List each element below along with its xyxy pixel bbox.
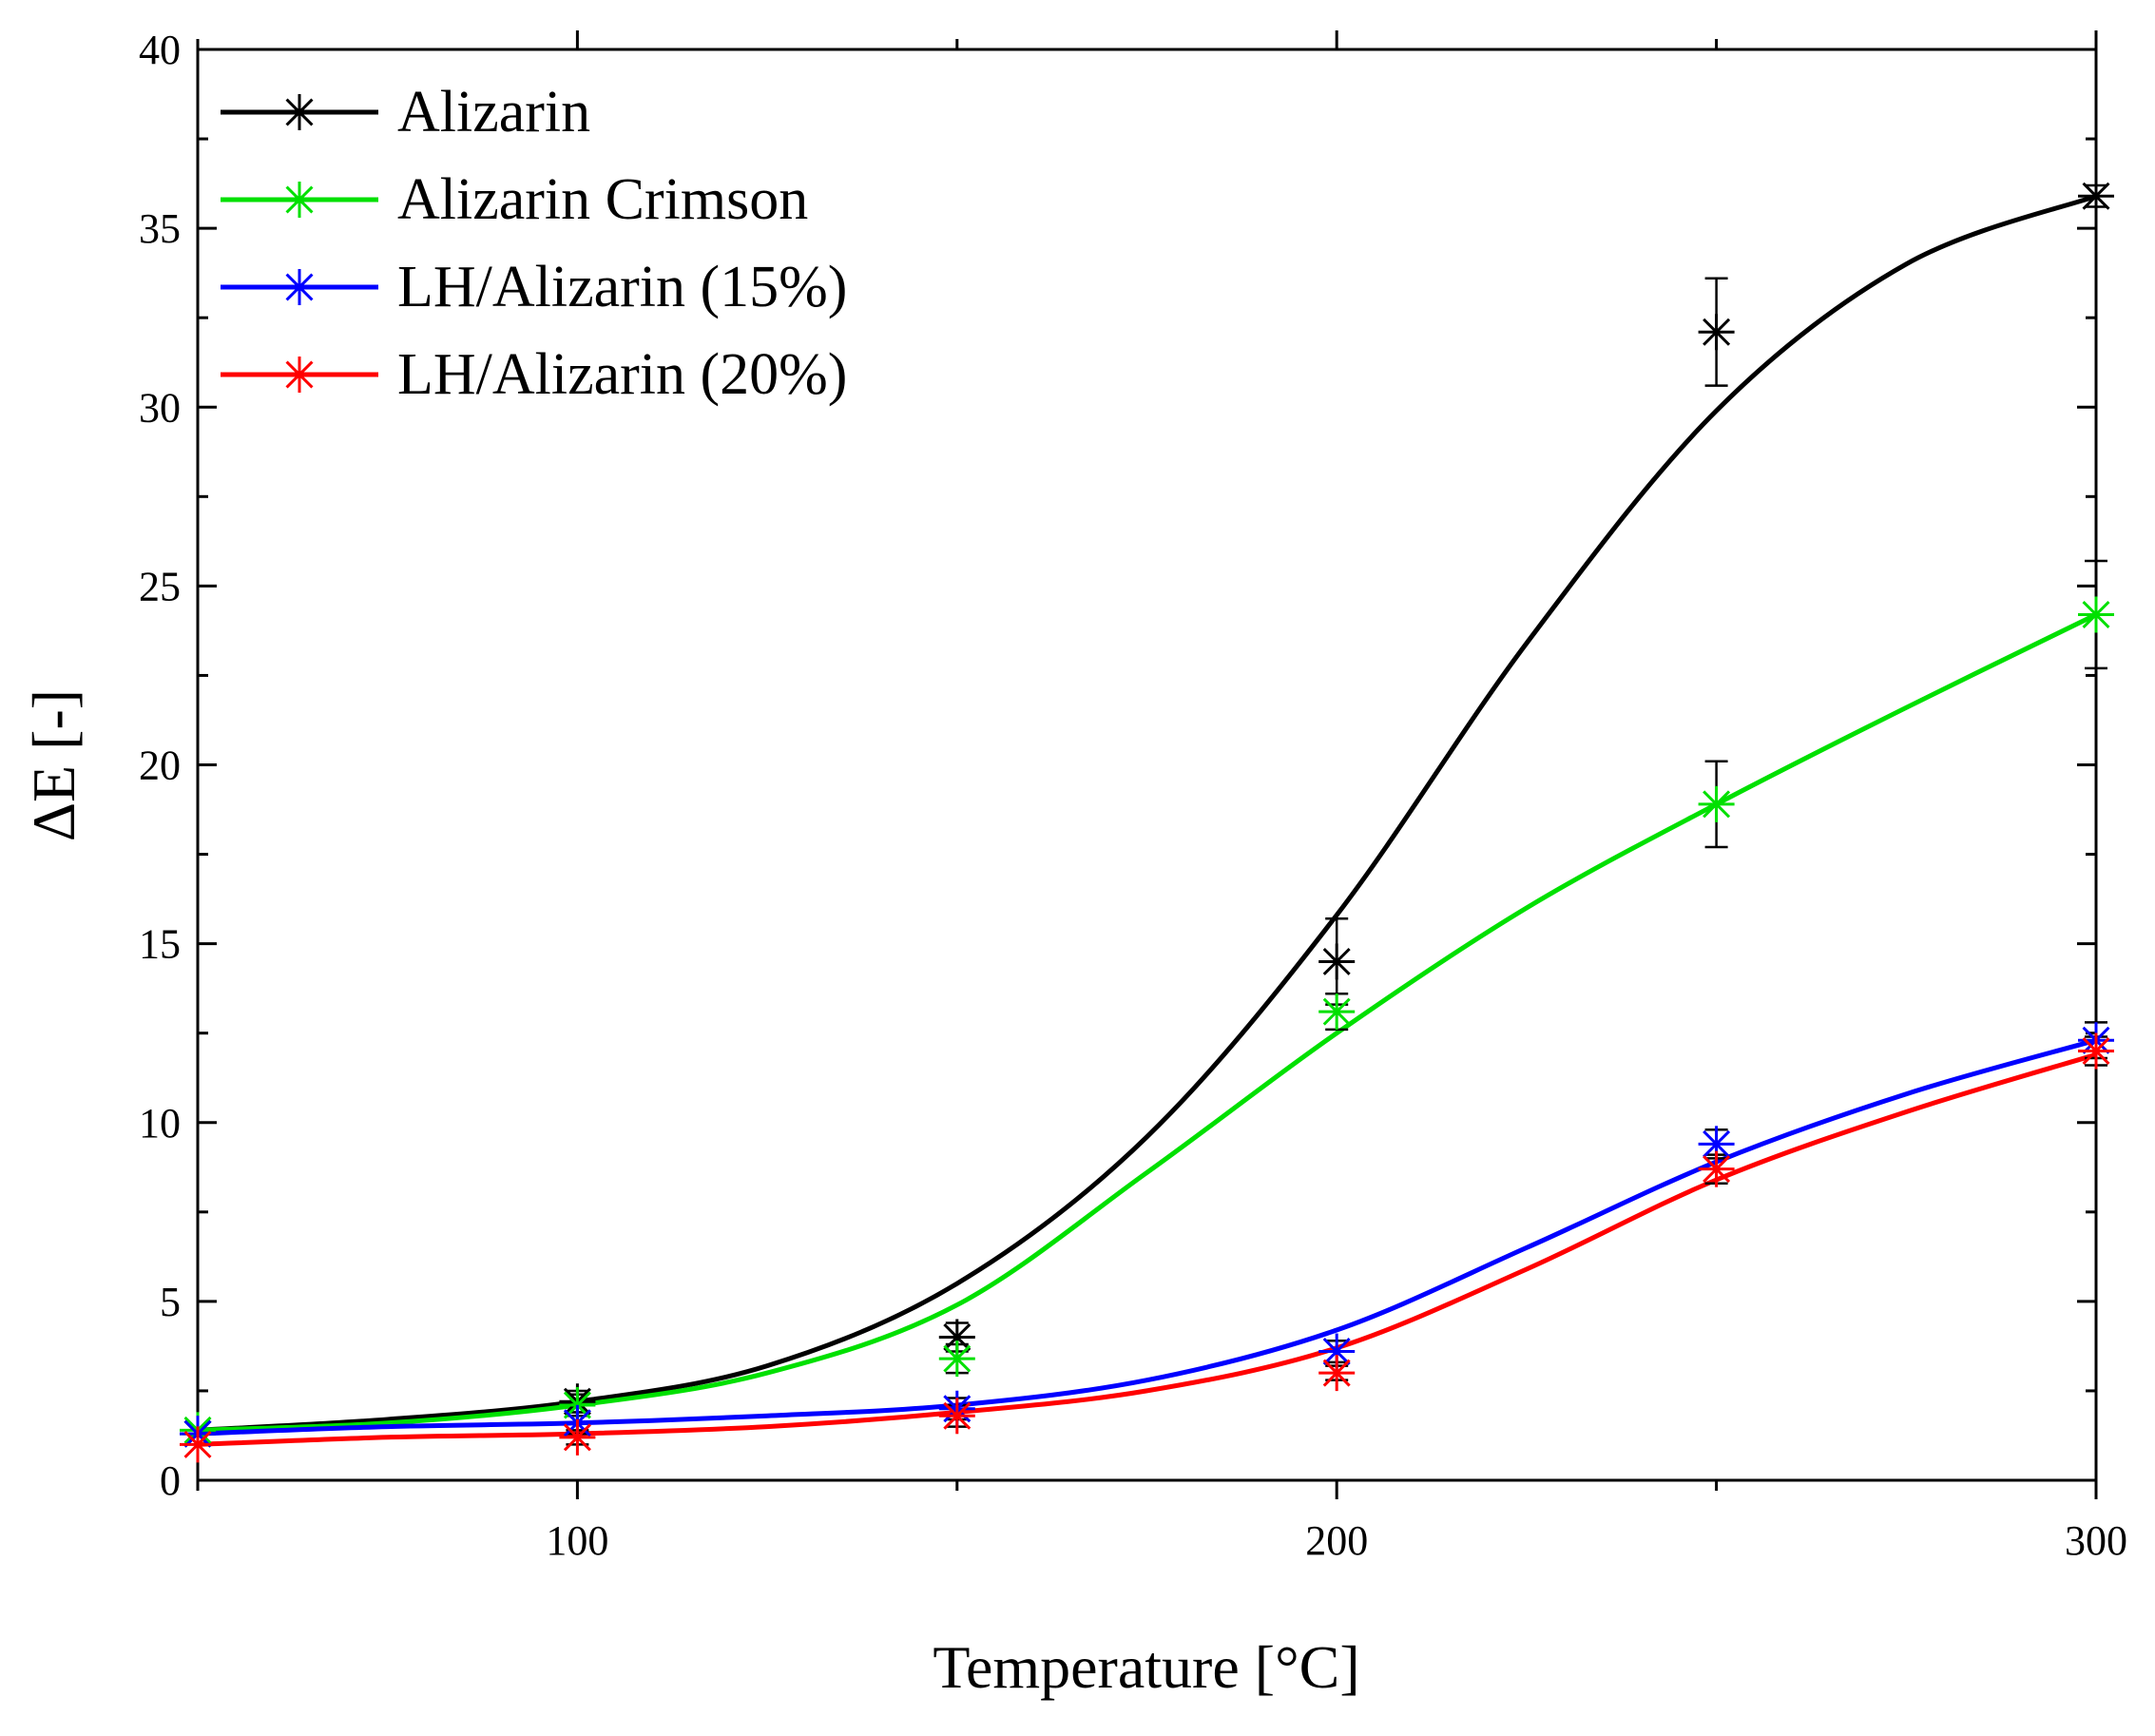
data-point-alizarin-crimson [1318,993,1356,1031]
data-point-alizarin [2078,178,2114,215]
x-axis-title: Temperature [°C] [933,1633,1359,1701]
fit-line-alizarin-crimson [197,612,2098,1433]
markers-layer [180,178,2114,1463]
y-tick-label: 10 [139,1100,181,1147]
legend-label: Alizarin [397,80,590,145]
y-tick-label: 40 [139,27,181,73]
ticks-layer: 0 5 10 15 20 25 30 35 40 100 200 300 [139,27,2127,1564]
y-tick-label: 20 [139,743,181,789]
legend-marker [281,94,317,130]
y-tick-label: 15 [139,921,181,968]
data-point-lh-alizarin-20 [559,1418,596,1456]
data-point-lh-alizarin-15 [1318,1333,1356,1370]
y-axis-title: ΔE [-] [20,689,87,841]
fits-layer [197,193,2098,1447]
legend-label: LH/Alizarin (20%) [397,342,847,407]
data-point-lh-alizarin-20 [1698,1150,1735,1187]
y-tick-label: 30 [139,384,181,431]
data-point-lh-alizarin-20 [938,1398,975,1435]
data-point-alizarin-crimson [938,1341,975,1378]
fit-line-lh-alizarin-15 [197,1037,2097,1437]
y-tick-label: 0 [160,1457,181,1504]
legend-marker [281,182,317,218]
y-tick-label: 5 [160,1279,181,1325]
data-point-alizarin [1698,314,1735,351]
legend-marker [281,357,317,393]
data-point-alizarin [1318,943,1356,980]
data-point-lh-alizarin-20 [180,1426,216,1463]
fit-line-lh-alizarin-20 [197,1051,2097,1447]
fit-line-alizarin [197,193,2097,1433]
legend-label: Alizarin Crimson [397,167,808,232]
x-tick-label: 300 [2065,1517,2127,1564]
y-tick-label: 35 [139,205,181,252]
x-tick-label: 100 [546,1517,608,1564]
plot-area [196,48,2098,1482]
legend-label: LH/Alizarin (15%) [397,255,847,319]
data-point-lh-alizarin-20 [1318,1355,1356,1392]
data-point-alizarin-crimson [2078,596,2114,633]
data-point-alizarin-crimson [1698,785,1735,822]
y-tick-label: 25 [139,563,181,609]
data-point-lh-alizarin-20 [2078,1032,2114,1070]
legend-marker [281,269,317,305]
legend: Alizarin Alizarin Crimson LH/Alizarin (15%… [221,80,847,407]
x-tick-label: 200 [1305,1517,1368,1564]
